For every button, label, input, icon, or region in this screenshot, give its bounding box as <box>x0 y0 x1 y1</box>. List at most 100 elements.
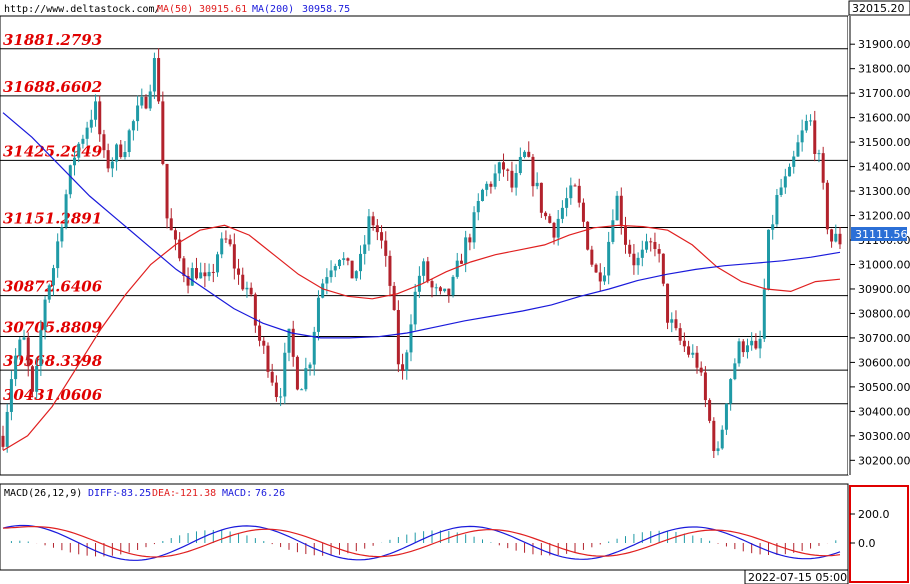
candle-body <box>266 345 270 372</box>
candle-body <box>645 241 649 250</box>
candle-body <box>283 352 287 397</box>
price-tick-label: 31000.00 <box>858 258 910 271</box>
candle-body <box>279 396 283 398</box>
candle-body <box>640 249 644 258</box>
candle-body <box>291 328 295 357</box>
candle-body <box>838 233 842 245</box>
candle-body <box>745 345 749 353</box>
candle-body <box>485 183 489 190</box>
candle-body <box>598 272 602 282</box>
level-label: 30705.8809 <box>3 318 103 336</box>
candle-body <box>413 291 417 325</box>
candle-body <box>611 220 615 242</box>
candle-body <box>367 216 371 245</box>
candle-body <box>674 319 678 329</box>
candle-body <box>173 230 177 240</box>
candle-body <box>804 120 808 131</box>
candle-body <box>85 127 89 139</box>
price-tick-label: 31700.00 <box>858 87 910 100</box>
level-label: 31688.6602 <box>3 78 102 96</box>
candle-body <box>94 101 98 120</box>
candle-body <box>653 241 657 250</box>
candle-body <box>110 161 114 169</box>
price-tick-label: 30500.00 <box>858 381 910 394</box>
macd-diff-line <box>2 524 841 561</box>
candle-body <box>253 294 257 326</box>
candle-body <box>788 166 792 177</box>
candle-body <box>148 91 152 109</box>
candle-body <box>737 341 741 364</box>
candle-body <box>691 352 695 355</box>
timestamp: 2022-07-15 05:00 <box>748 571 847 584</box>
candle-body <box>510 170 514 188</box>
candle-body <box>754 340 758 349</box>
candle-body <box>544 212 548 217</box>
price-tick-label: 30700.00 <box>858 332 910 345</box>
ma200-value: 30958.75 <box>302 4 350 15</box>
candle-body <box>182 258 186 276</box>
candle-body <box>119 144 123 158</box>
candle-body <box>258 325 262 341</box>
candle-body <box>228 239 232 245</box>
candle-body <box>741 341 745 353</box>
candle-body <box>531 156 535 187</box>
candle-body <box>535 182 539 187</box>
candle-body <box>800 130 804 143</box>
price-tick-label: 31400.00 <box>858 161 910 174</box>
candle-body <box>783 176 787 188</box>
candle-body <box>77 143 81 158</box>
candle-body <box>321 283 325 298</box>
candle-body <box>409 324 413 353</box>
price-tick-label: 30200.00 <box>858 454 910 467</box>
candle-body <box>623 226 627 245</box>
candle-body <box>30 366 34 392</box>
ma50-label: MA(50) <box>157 4 193 15</box>
timestamp-box <box>744 569 849 584</box>
current-price-badge <box>851 227 907 241</box>
candle-body <box>380 232 384 241</box>
candle-body <box>131 121 135 131</box>
candle-body <box>199 272 203 279</box>
candle-body <box>262 340 266 346</box>
candle-body <box>518 156 522 174</box>
current-price: 31111.56 <box>855 228 908 241</box>
candle-body <box>249 287 253 295</box>
ma200-label: MA(200) <box>252 4 294 15</box>
candle-body <box>161 101 165 164</box>
candle-body <box>333 266 337 271</box>
candle-body <box>396 309 400 365</box>
candle-body <box>443 288 447 292</box>
candle-body <box>300 389 304 391</box>
candle-body <box>468 237 472 243</box>
candle-body <box>123 152 127 158</box>
candle-body <box>695 352 699 368</box>
candles <box>1 48 842 458</box>
candle-body <box>590 249 594 265</box>
candle-body <box>337 259 341 267</box>
candle-body <box>809 120 813 122</box>
main-plot-frame <box>0 15 849 476</box>
candle-body <box>316 297 320 332</box>
candle-body <box>758 338 762 349</box>
candle-body <box>682 340 686 347</box>
candle-body <box>750 340 754 346</box>
price-tick-label: 31500.00 <box>858 136 910 149</box>
candle-body <box>157 58 161 102</box>
candle-body <box>354 271 358 279</box>
site-label: http://www.deltastock.com/ <box>4 4 161 15</box>
price-tick-label: 30300.00 <box>858 430 910 443</box>
candle-body <box>207 271 211 277</box>
candle-body <box>699 367 703 373</box>
moving-averages <box>2 112 841 452</box>
candle-body <box>771 224 775 230</box>
price-tick-label: 31800.00 <box>858 63 910 76</box>
price-tick-label: 31600.00 <box>858 112 910 125</box>
candle-body <box>594 264 598 273</box>
candle-body <box>329 270 333 278</box>
candle-body <box>98 101 102 135</box>
candle-body <box>775 194 779 225</box>
candle-body <box>81 138 85 144</box>
candle-body <box>661 253 665 284</box>
candle-body <box>102 134 106 151</box>
candle-body <box>666 283 670 323</box>
